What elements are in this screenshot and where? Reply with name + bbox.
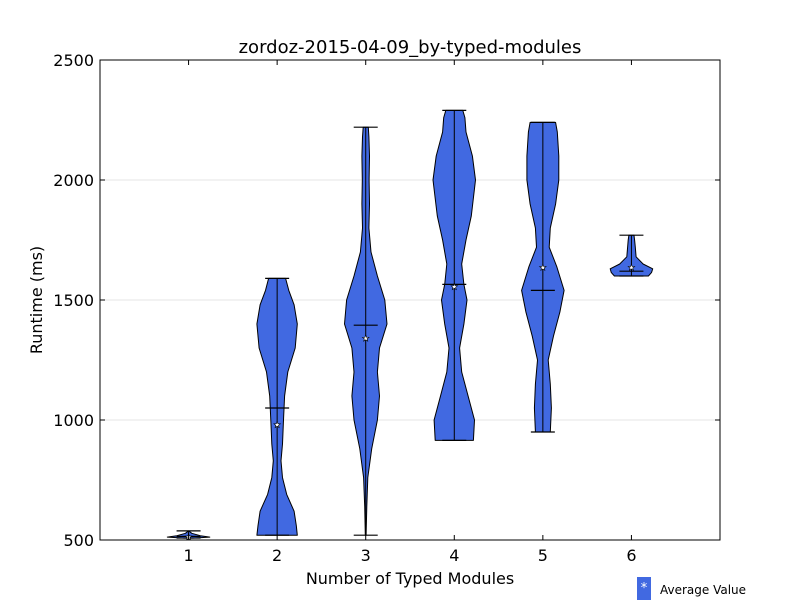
x-tick-label: 6: [626, 546, 636, 565]
legend-swatch: [637, 577, 651, 600]
legend-marker: *: [641, 581, 648, 596]
chart-title: zordoz-2015-04-09_by-typed-modules: [239, 37, 582, 58]
axis-ticks: 500 1000 1500 2000 2500 1 2 3 4 5 6: [53, 51, 720, 565]
y-tick-label: 500: [63, 531, 94, 550]
legend: * Average Value: [637, 577, 746, 600]
mean-marker: [450, 282, 459, 291]
legend-label: Average Value: [660, 583, 746, 597]
y-axis-label: Runtime (ms): [27, 246, 46, 354]
mean-marker: [538, 263, 547, 272]
x-axis-label: Number of Typed Modules: [306, 569, 514, 588]
x-tick-label: 5: [538, 546, 548, 565]
x-tick-label: 1: [183, 546, 193, 565]
mean-marker: [273, 420, 282, 429]
violins: [166, 109, 654, 541]
grid-lines: [100, 179, 720, 421]
y-tick-label: 1000: [53, 411, 94, 430]
mean-marker: [627, 263, 636, 272]
y-tick-label: 1500: [53, 291, 94, 310]
mean-marker: [361, 334, 370, 342]
y-tick-label: 2500: [53, 51, 94, 70]
x-tick-label: 3: [361, 546, 371, 565]
y-tick-label: 2000: [53, 171, 94, 190]
x-tick-label: 4: [449, 546, 459, 565]
x-tick-label: 2: [272, 546, 282, 565]
